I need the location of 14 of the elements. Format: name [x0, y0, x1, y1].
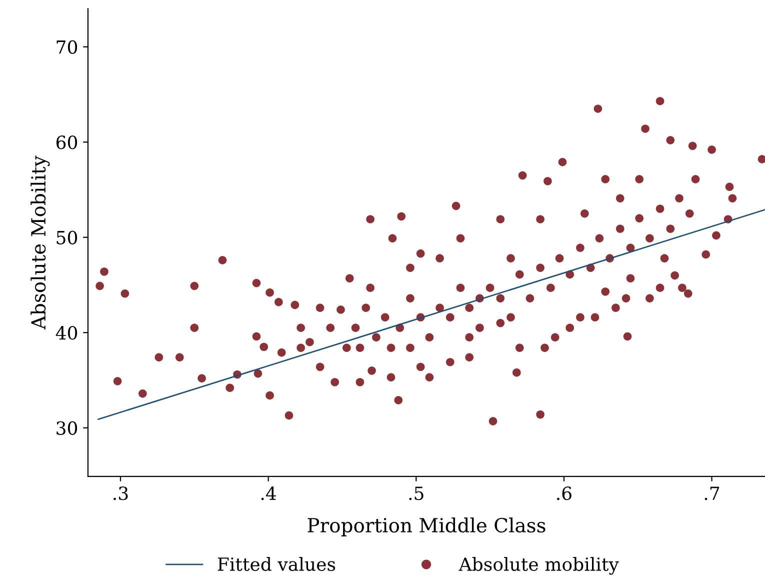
- x-tick-label: .7: [704, 486, 720, 500]
- x-tick-label: .6: [557, 486, 572, 500]
- y-tick-label: 50: [56, 230, 78, 244]
- legend-label: Absolute mobility: [458, 557, 619, 575]
- x-tick-label: .4: [261, 486, 276, 500]
- y-tick-label: 60: [56, 136, 78, 150]
- x-axis-title: Proportion Middle Class: [308, 518, 546, 536]
- y-tick-label: 30: [56, 421, 78, 435]
- legend-label: Fitted values: [218, 557, 336, 572]
- x-tick-label: .5: [409, 486, 424, 500]
- y-tick-label: 40: [56, 326, 78, 340]
- y-tick-label: 70: [56, 40, 78, 54]
- y-axis-title: Absolute Mobility: [30, 156, 50, 330]
- x-tick-label: .3: [114, 486, 128, 500]
